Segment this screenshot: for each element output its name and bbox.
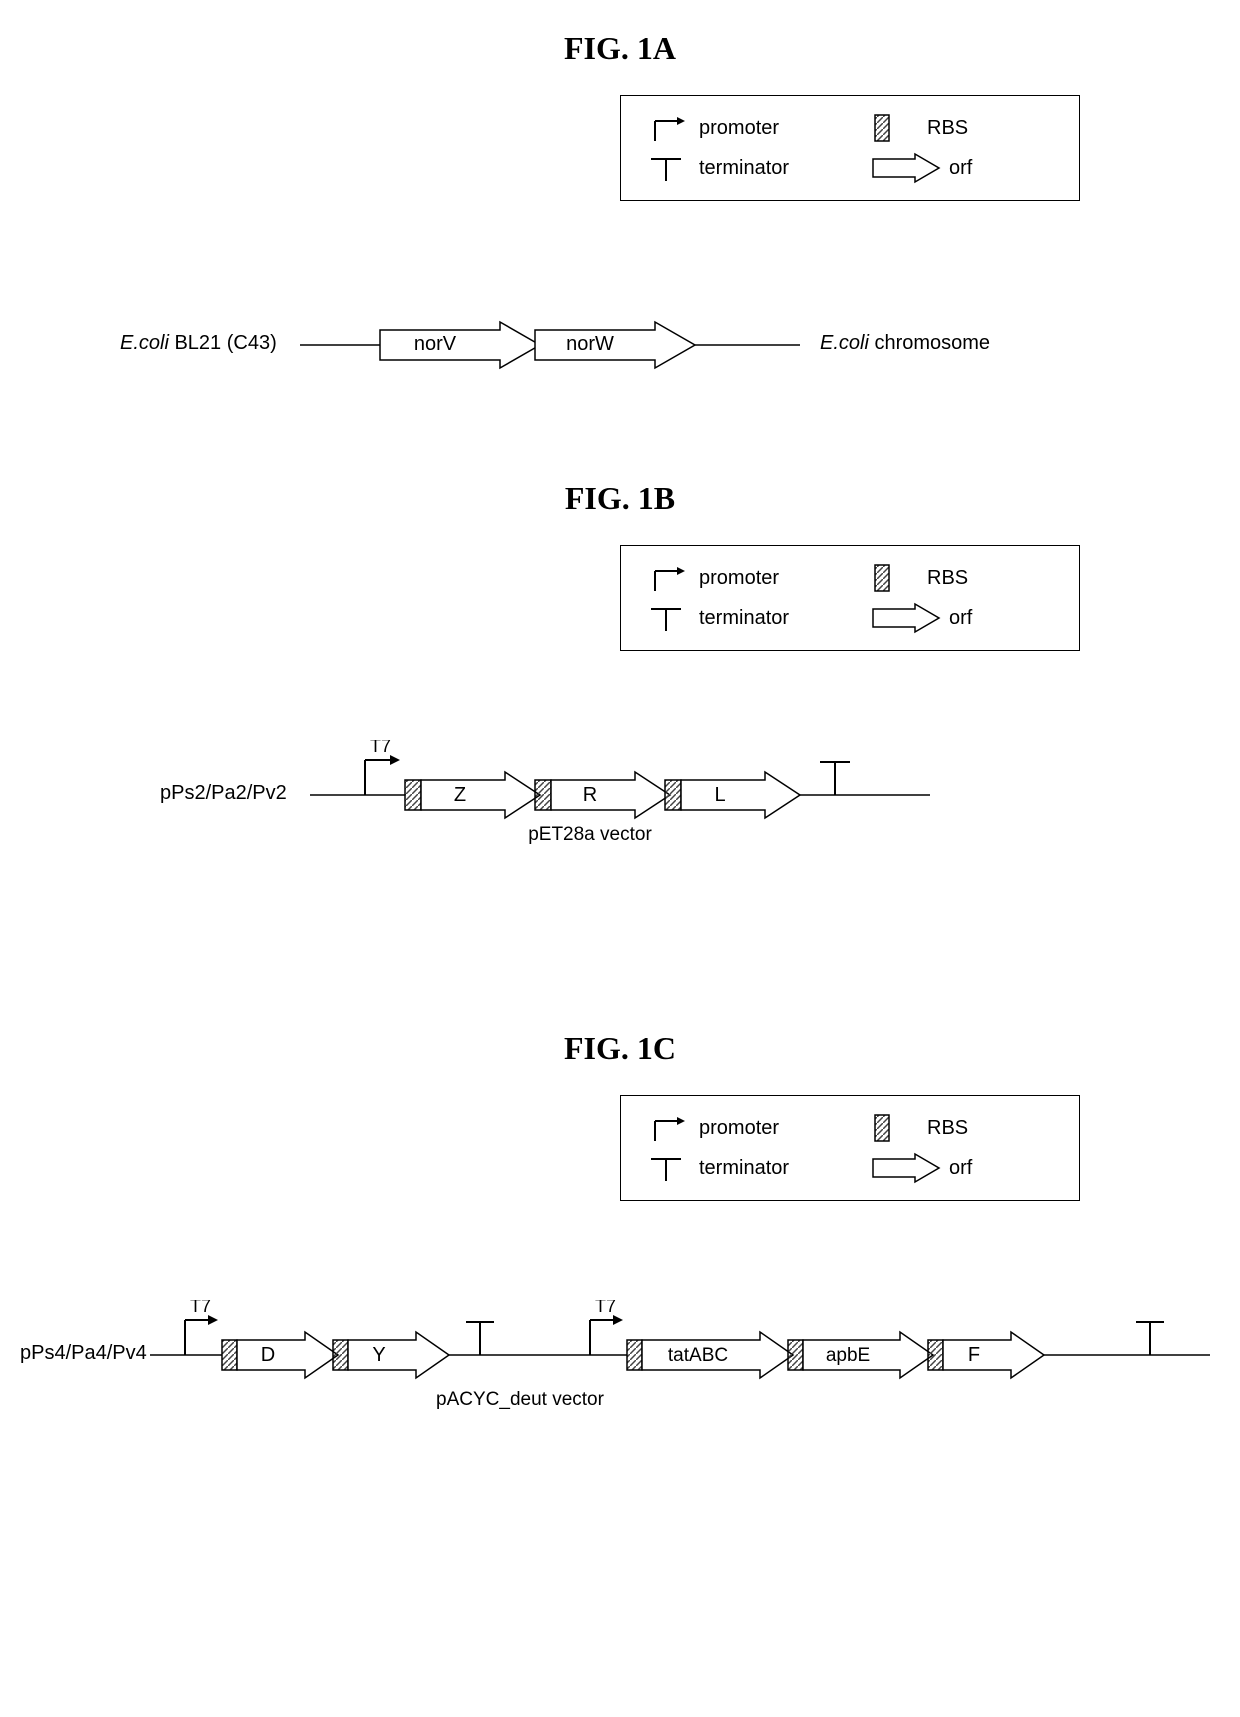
svg-text:T7: T7 (370, 740, 391, 756)
fig-1a-legend: promoter RBS terminator orf (620, 95, 1080, 201)
promoter-label: promoter (699, 117, 779, 140)
orf-label: orf (949, 157, 972, 180)
svg-text:T7: T7 (190, 1300, 211, 1316)
rbs-label: RBS (927, 1117, 968, 1140)
svg-text:pET28a vector: pET28a vector (528, 824, 652, 845)
svg-text:Y: Y (372, 1344, 385, 1366)
rbs-label: RBS (927, 567, 968, 590)
svg-text:F: F (968, 1344, 980, 1366)
fig-1b-construct: pPs2/Pa2/Pv2 T7 Z R L pET28a vector (160, 740, 1060, 860)
fig-1a-left-label: E.coli BL21 (C43) (120, 332, 277, 355)
orf-icon (871, 601, 941, 635)
rbs-icon (871, 111, 895, 145)
svg-text:norW: norW (566, 333, 614, 355)
fig-1a-construct: E.coli BL21 (C43) norV norW E.coli chrom… (120, 320, 1120, 380)
svg-text:apbE: apbE (826, 1345, 870, 1366)
svg-text:Z: Z (454, 784, 466, 806)
rbs-icon (871, 561, 895, 595)
promoter-icon (641, 111, 691, 145)
rbs-label: RBS (927, 117, 968, 140)
rbs-icon (871, 1111, 895, 1145)
fig-1c-title: FIG. 1C (0, 1030, 1240, 1067)
orf-label: orf (949, 1157, 972, 1180)
svg-text:norV: norV (414, 333, 457, 355)
svg-text:tatABC: tatABC (668, 1345, 728, 1366)
terminator-icon (641, 151, 691, 185)
fig-1c-construct: pPs4/Pa4/Pv4 T7 D Y T7 tatABC (20, 1300, 1220, 1440)
svg-text:R: R (583, 784, 597, 806)
terminator-label: terminator (699, 1157, 789, 1180)
orf-label: orf (949, 607, 972, 630)
orf-icon (871, 1151, 941, 1185)
fig-1b-left-label: pPs2/Pa2/Pv2 (160, 782, 287, 805)
terminator-icon (641, 601, 691, 635)
orf-icon (871, 151, 941, 185)
fig-1b-legend: promoter RBS terminator orf (620, 545, 1080, 651)
fig-1c-legend: promoter RBS terminator orf (620, 1095, 1080, 1201)
fig-1c-left-label: pPs4/Pa4/Pv4 (20, 1342, 147, 1365)
promoter-label: promoter (699, 1117, 779, 1140)
svg-text:T7: T7 (595, 1300, 616, 1316)
fig-1b-title: FIG. 1B (0, 480, 1240, 517)
promoter-icon (641, 1111, 691, 1145)
terminator-icon (641, 1151, 691, 1185)
svg-text:D: D (261, 1344, 275, 1366)
terminator-label: terminator (699, 607, 789, 630)
promoter-icon (641, 561, 691, 595)
fig-1a-right-label: E.coli chromosome (820, 332, 990, 355)
promoter-label: promoter (699, 567, 779, 590)
terminator-label: terminator (699, 157, 789, 180)
svg-text:L: L (714, 784, 725, 806)
fig-1a-title: FIG. 1A (0, 30, 1240, 67)
svg-text:pACYC_deut vector: pACYC_deut vector (436, 1389, 605, 1410)
